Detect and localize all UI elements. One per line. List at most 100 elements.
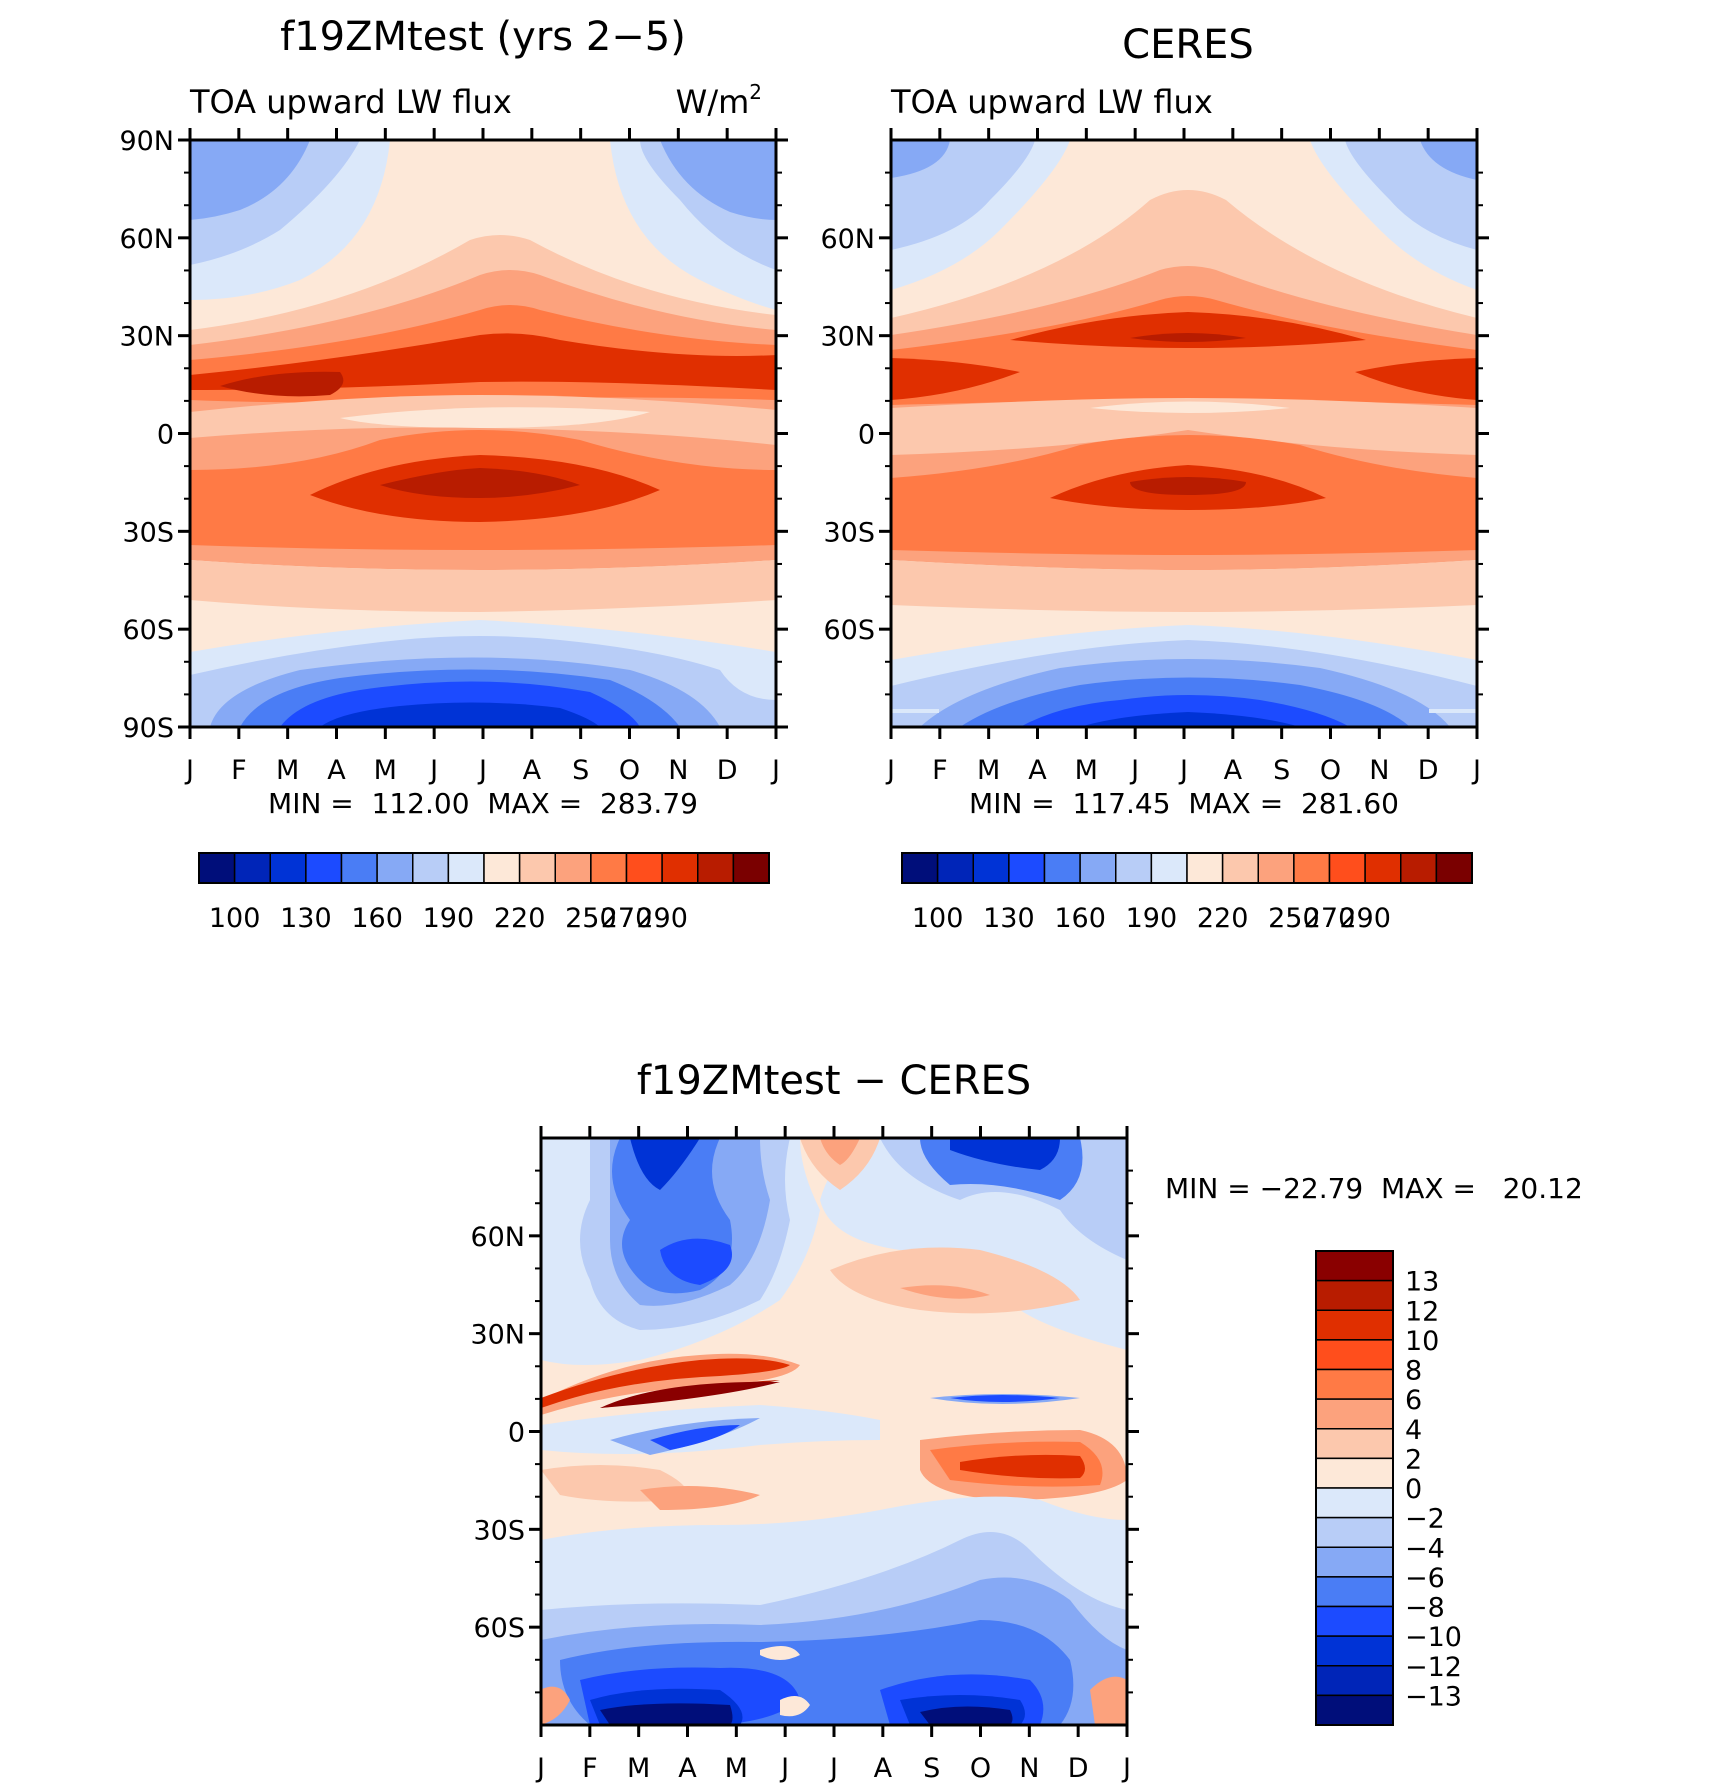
colorbar-swatch bbox=[1315, 1279, 1394, 1311]
colorbar-label: 290 bbox=[636, 903, 688, 934]
band bbox=[891, 140, 950, 178]
x-tick-label: M bbox=[725, 1753, 748, 1784]
band bbox=[950, 1138, 1060, 1170]
y-tick-label: 0 bbox=[157, 420, 174, 451]
model-title: f19ZMtest (yrs 2−5) bbox=[280, 14, 686, 60]
colorbar-label: 12 bbox=[1405, 1296, 1439, 1327]
x-tick-label: A bbox=[1224, 755, 1243, 786]
y-tick-label: 30N bbox=[470, 1320, 525, 1351]
colorbar-label: 270 bbox=[1304, 903, 1356, 934]
band bbox=[190, 140, 776, 270]
x-tick-label: O bbox=[970, 1753, 991, 1784]
colorbar-swatch bbox=[1364, 852, 1402, 884]
colorbar-swatch bbox=[590, 852, 628, 884]
band bbox=[820, 1138, 860, 1165]
ceres-stats: MIN = 117.45 MAX = 281.60 bbox=[969, 787, 1399, 820]
x-tick-label: J bbox=[1121, 1753, 1131, 1784]
x-tick-label: J bbox=[770, 755, 780, 786]
band bbox=[1010, 312, 1366, 348]
x-tick-label: F bbox=[932, 755, 948, 786]
band bbox=[891, 709, 939, 713]
band bbox=[891, 140, 1477, 250]
x-tick-label: J bbox=[428, 755, 438, 786]
x-tick-label: M bbox=[977, 755, 1000, 786]
colorbar-label: −2 bbox=[1405, 1504, 1445, 1535]
diff-y-ticks: 60N 30N 0 30S 60S bbox=[470, 1169, 1139, 1694]
model-panel: f19ZMtest (yrs 2−5) TOA upward LW flux W… bbox=[119, 14, 788, 934]
colorbar-swatch bbox=[1315, 1605, 1394, 1637]
band bbox=[1429, 709, 1477, 713]
x-tick-label: N bbox=[668, 755, 688, 786]
colorbar-swatch bbox=[1043, 852, 1081, 884]
band bbox=[1020, 695, 1350, 727]
band bbox=[1130, 477, 1246, 495]
colorbar-swatch bbox=[1315, 1250, 1394, 1282]
colorbar-label: 160 bbox=[1054, 903, 1106, 934]
colorbar-label: 250 bbox=[565, 903, 617, 934]
colorbar-swatch bbox=[1221, 852, 1259, 884]
band bbox=[190, 560, 776, 612]
colorbar-swatch bbox=[340, 852, 378, 884]
colorbar-label: 4 bbox=[1405, 1415, 1422, 1446]
x-tick-label: D bbox=[717, 755, 738, 786]
x-tick-label: D bbox=[1418, 755, 1439, 786]
band bbox=[541, 1358, 790, 1408]
colorbar-swatch bbox=[661, 852, 699, 884]
x-tick-label: A bbox=[523, 755, 542, 786]
y-tick-label: 0 bbox=[508, 1418, 525, 1449]
x-tick-label: J bbox=[1178, 755, 1188, 786]
model-stats: MIN = 112.00 MAX = 283.79 bbox=[268, 787, 698, 820]
colorbar-swatch bbox=[305, 852, 343, 884]
colorbar-swatch bbox=[936, 852, 974, 884]
band bbox=[891, 560, 1477, 612]
band bbox=[891, 358, 1020, 400]
band bbox=[600, 1703, 733, 1725]
colorbar-swatch bbox=[1315, 1309, 1394, 1341]
x-tick-label: M bbox=[374, 755, 397, 786]
colorbar-swatch bbox=[1328, 852, 1366, 884]
colorbar-label: 100 bbox=[912, 903, 964, 934]
colorbar-swatch bbox=[1315, 1546, 1394, 1578]
colorbar-swatch bbox=[625, 852, 663, 884]
band bbox=[1080, 712, 1300, 727]
band bbox=[1090, 1676, 1127, 1725]
colorbar-swatch bbox=[1115, 852, 1153, 884]
colorbar-label: 250 bbox=[1268, 903, 1320, 934]
model-left-subtitle: TOA upward LW flux bbox=[189, 83, 512, 121]
colorbar-swatch bbox=[376, 852, 414, 884]
y-tick-label: 30S bbox=[474, 1515, 526, 1546]
colorbar-swatch bbox=[697, 852, 735, 884]
diff-stats: MIN = −22.79 MAX = 20.12 bbox=[1165, 1172, 1583, 1205]
colorbar-swatch bbox=[1315, 1428, 1394, 1460]
x-tick-label: S bbox=[923, 1753, 940, 1784]
band bbox=[830, 1247, 1080, 1314]
band bbox=[190, 140, 310, 220]
y-tick-label: 30N bbox=[820, 322, 875, 353]
band bbox=[380, 468, 580, 498]
colorbar-swatch bbox=[1315, 1368, 1394, 1400]
band bbox=[891, 296, 1477, 405]
colorbar-outline bbox=[901, 852, 1473, 884]
colorbar-label: 220 bbox=[1197, 903, 1249, 934]
colorbar-swatch bbox=[1435, 852, 1473, 884]
x-tick-label: O bbox=[1320, 755, 1341, 786]
colorbar-label: −13 bbox=[1405, 1681, 1462, 1712]
colorbar-swatch bbox=[1186, 852, 1224, 884]
x-tick-label: F bbox=[582, 1753, 598, 1784]
x-tick-label: J bbox=[1471, 755, 1481, 786]
x-tick-label: J bbox=[779, 1753, 789, 1784]
x-tick-label: J bbox=[828, 1753, 838, 1784]
colorbar-label: 13 bbox=[1405, 1267, 1439, 1298]
band bbox=[950, 1395, 1060, 1402]
x-tick-label: J bbox=[184, 755, 194, 786]
ceres-y-ticks: 60N 30N 0 30S 60S bbox=[820, 171, 1489, 696]
colorbar-swatch bbox=[1315, 1635, 1394, 1667]
colorbar-swatch bbox=[412, 852, 450, 884]
ceres-title: CERES bbox=[1122, 22, 1254, 68]
y-tick-label: 30S bbox=[123, 517, 175, 548]
